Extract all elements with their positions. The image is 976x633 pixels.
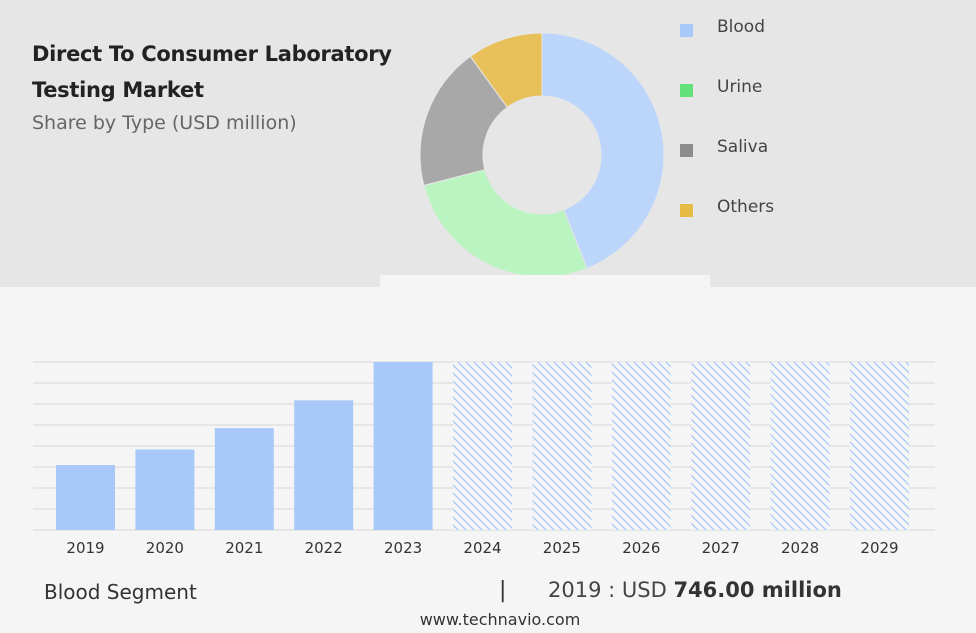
segment-value: 2019 : USD 746.00 million xyxy=(548,578,842,602)
chart-subtitle: Share by Type (USD million) xyxy=(32,112,297,134)
legend-swatch xyxy=(680,144,693,157)
x-tick-label: 2027 xyxy=(702,539,740,557)
forecast-bar-2026 xyxy=(611,362,671,530)
source-url: www.technavio.com xyxy=(419,610,581,629)
footer-separator: | xyxy=(499,578,507,603)
x-tick-label: 2024 xyxy=(463,539,501,557)
legend-swatch xyxy=(680,84,693,97)
x-tick-label: 2019 xyxy=(66,539,104,557)
donut-slice-others xyxy=(469,32,543,108)
bar-2021 xyxy=(214,428,274,530)
forecast-bar-2027 xyxy=(691,362,751,530)
x-tick-label: 2028 xyxy=(781,539,819,557)
forecast-bar-2025 xyxy=(532,362,592,530)
x-tick-label: 2023 xyxy=(384,539,422,557)
bar-2019 xyxy=(56,465,115,530)
forecast-bar-2029 xyxy=(850,362,909,530)
chart-title: Direct To Consumer Laboratory Testing Ma… xyxy=(32,42,392,102)
donut-chart xyxy=(380,32,710,290)
legend-label: Blood xyxy=(717,17,765,37)
x-tick-label: 2020 xyxy=(146,539,184,557)
legend-label: Urine xyxy=(717,77,763,97)
x-tick-label: 2026 xyxy=(622,539,660,557)
donut-slice-blood xyxy=(541,32,665,270)
x-tick-label: 2029 xyxy=(860,539,898,557)
segment-label: Blood Segment xyxy=(44,580,197,604)
bar-2023 xyxy=(373,362,433,530)
x-tick-label: 2022 xyxy=(305,539,343,557)
legend-swatch xyxy=(680,24,693,37)
bar-2020 xyxy=(135,449,195,530)
donut-clip xyxy=(380,275,710,290)
forecast-bar-2028 xyxy=(770,362,830,530)
value-amount: 746.00 million xyxy=(673,578,842,602)
value-prefix: 2019 : USD xyxy=(548,578,667,602)
legend-label: Others xyxy=(717,197,775,217)
x-tick-label: 2025 xyxy=(543,539,581,557)
legend-swatch xyxy=(680,204,693,217)
bar-2022 xyxy=(294,400,354,530)
x-tick-label: 2021 xyxy=(225,539,263,557)
forecast-bar-2024 xyxy=(453,362,512,530)
legend-label: Saliva xyxy=(717,137,769,157)
